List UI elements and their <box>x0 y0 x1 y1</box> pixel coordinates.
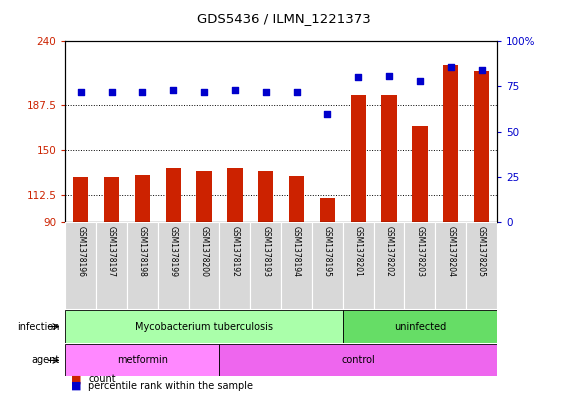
Bar <box>381 95 397 222</box>
Point <box>199 89 208 95</box>
Bar <box>474 72 489 222</box>
Text: GSM1378203: GSM1378203 <box>415 226 424 277</box>
Bar <box>197 171 212 222</box>
Bar <box>158 222 189 309</box>
Point <box>169 87 178 93</box>
Point <box>231 87 240 93</box>
Point <box>292 89 301 95</box>
Bar <box>227 168 243 222</box>
Text: control: control <box>341 355 375 365</box>
Text: agent: agent <box>31 355 60 365</box>
Bar <box>443 65 458 222</box>
Bar <box>350 95 366 222</box>
Text: GSM1378199: GSM1378199 <box>169 226 178 277</box>
Text: count: count <box>88 375 116 384</box>
Bar <box>73 178 89 222</box>
Point <box>415 78 424 84</box>
Text: GSM1378202: GSM1378202 <box>385 226 394 277</box>
Bar <box>219 344 497 376</box>
Bar <box>258 171 273 222</box>
Bar <box>127 222 158 309</box>
Bar <box>219 222 250 309</box>
Text: GSM1378195: GSM1378195 <box>323 226 332 277</box>
Point <box>446 63 456 70</box>
Bar <box>65 310 343 343</box>
Bar <box>96 222 127 309</box>
Bar <box>135 175 150 222</box>
Text: GSM1378198: GSM1378198 <box>138 226 147 277</box>
Bar <box>312 222 343 309</box>
Text: GSM1378200: GSM1378200 <box>199 226 208 277</box>
Bar <box>466 222 497 309</box>
Bar <box>412 126 428 222</box>
Text: GSM1378201: GSM1378201 <box>354 226 363 277</box>
Text: Mycobacterium tuberculosis: Mycobacterium tuberculosis <box>135 321 273 332</box>
Bar <box>320 198 335 222</box>
Text: GDS5436 / ILMN_1221373: GDS5436 / ILMN_1221373 <box>197 12 371 25</box>
Text: percentile rank within the sample: percentile rank within the sample <box>88 381 253 391</box>
Bar <box>165 168 181 222</box>
Bar <box>404 222 435 309</box>
Text: metformin: metformin <box>117 355 168 365</box>
Text: GSM1378193: GSM1378193 <box>261 226 270 277</box>
Text: infection: infection <box>17 321 60 332</box>
Point <box>76 89 85 95</box>
Text: GSM1378205: GSM1378205 <box>477 226 486 277</box>
Bar <box>65 344 219 376</box>
Bar <box>343 222 374 309</box>
Bar <box>281 222 312 309</box>
Bar <box>435 222 466 309</box>
Text: uninfected: uninfected <box>394 321 446 332</box>
Text: ■: ■ <box>71 375 81 384</box>
Point <box>261 89 270 95</box>
Bar <box>65 222 96 309</box>
Text: GSM1378194: GSM1378194 <box>292 226 301 277</box>
Text: ■: ■ <box>71 381 81 391</box>
Point <box>138 89 147 95</box>
Point <box>354 74 363 81</box>
Text: GSM1378197: GSM1378197 <box>107 226 116 277</box>
Bar <box>104 178 119 222</box>
Bar <box>250 222 281 309</box>
Bar <box>374 222 404 309</box>
Bar <box>343 310 497 343</box>
Bar <box>189 222 219 309</box>
Text: GSM1378204: GSM1378204 <box>446 226 455 277</box>
Point <box>107 89 116 95</box>
Bar <box>289 176 304 222</box>
Point <box>385 72 394 79</box>
Point <box>477 67 486 73</box>
Text: GSM1378196: GSM1378196 <box>76 226 85 277</box>
Text: GSM1378192: GSM1378192 <box>231 226 239 277</box>
Point <box>323 110 332 117</box>
